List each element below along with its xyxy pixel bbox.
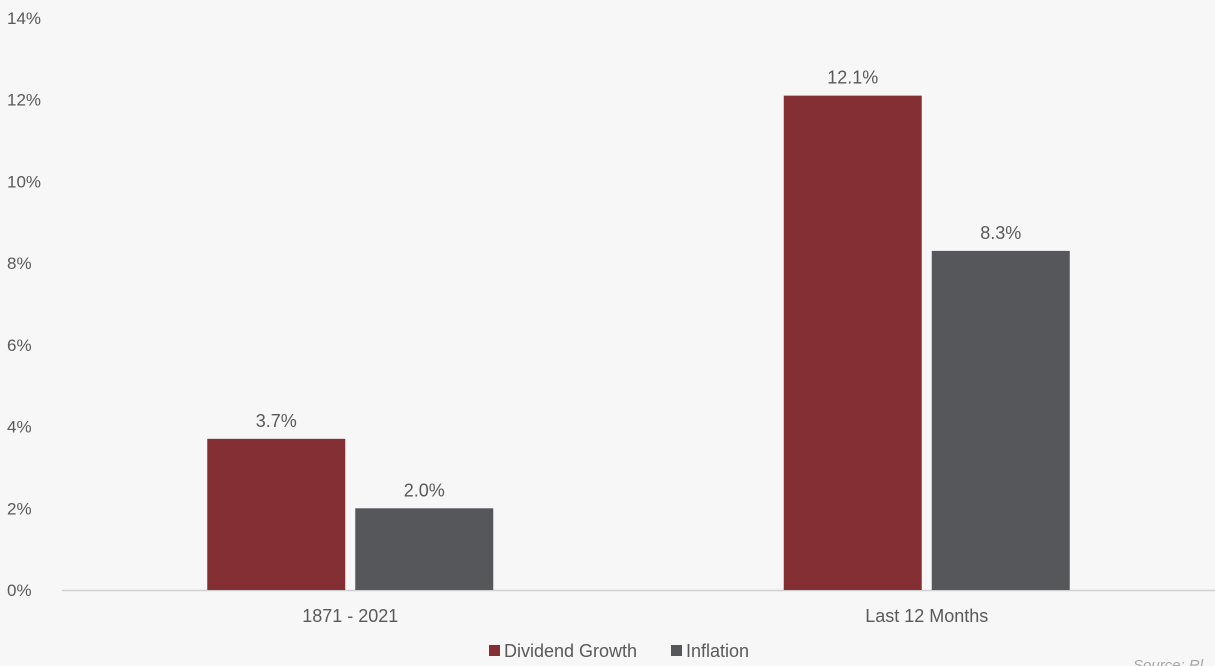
y-axis-ticks: 0% 2% 4% 6% 8% 10% 12% 14% bbox=[7, 9, 41, 600]
y-tick-label: 6% bbox=[7, 336, 32, 355]
y-tick-label: 0% bbox=[7, 581, 32, 600]
x-category-label: 1871 - 2021 bbox=[302, 606, 398, 626]
bar-dividend-growth bbox=[783, 95, 922, 590]
data-label: 8.3% bbox=[980, 223, 1021, 243]
data-label: 3.7% bbox=[256, 411, 297, 431]
source-note: Source: Rl bbox=[1133, 657, 1204, 666]
y-tick-label: 10% bbox=[7, 172, 41, 191]
y-tick-label: 2% bbox=[7, 499, 32, 518]
legend-swatch bbox=[489, 645, 500, 656]
y-tick-label: 14% bbox=[7, 9, 41, 28]
legend: Dividend Growth Inflation bbox=[489, 641, 749, 661]
bar-inflation bbox=[355, 508, 494, 590]
data-label: 12.1% bbox=[827, 68, 878, 88]
bars bbox=[207, 95, 1070, 590]
bar-inflation bbox=[931, 250, 1070, 590]
data-label: 2.0% bbox=[404, 480, 445, 500]
legend-label: Dividend Growth bbox=[504, 641, 637, 661]
data-labels: 3.7% 2.0% 12.1% 8.3% bbox=[256, 68, 1022, 501]
y-tick-label: 8% bbox=[7, 254, 32, 273]
x-category-label: Last 12 Months bbox=[865, 606, 988, 626]
y-tick-label: 4% bbox=[7, 418, 32, 437]
y-tick-label: 12% bbox=[7, 91, 41, 110]
bar-dividend-growth bbox=[207, 438, 346, 590]
category-labels: 1871 - 2021 Last 12 Months bbox=[302, 606, 988, 626]
legend-label: Inflation bbox=[686, 641, 749, 661]
legend-swatch bbox=[671, 645, 682, 656]
